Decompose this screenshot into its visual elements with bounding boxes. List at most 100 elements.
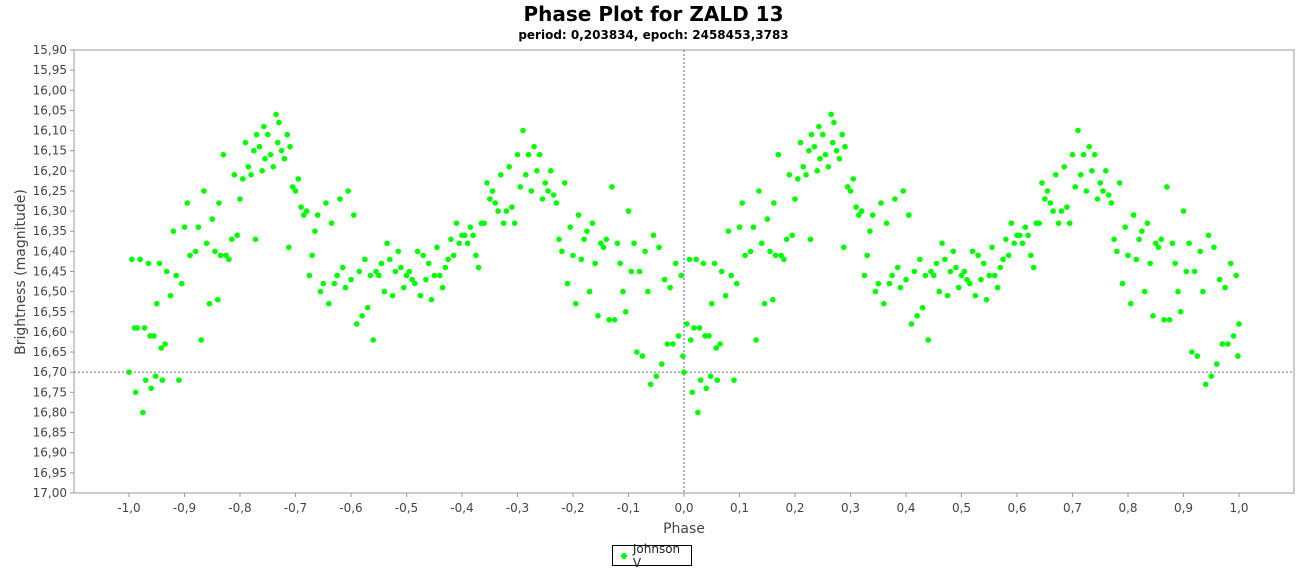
data-point — [1233, 272, 1239, 279]
data-point — [1005, 252, 1012, 259]
data-point — [387, 256, 393, 263]
data-point — [656, 244, 662, 251]
data-point — [1039, 180, 1045, 186]
data-point — [811, 143, 818, 150]
data-point — [659, 361, 665, 367]
data-point — [448, 236, 454, 243]
data-point — [817, 155, 823, 162]
data-point — [992, 272, 998, 279]
data-point — [437, 272, 443, 279]
data-point — [1061, 164, 1067, 170]
data-point — [252, 236, 259, 243]
data-point — [1055, 220, 1062, 226]
data-point — [772, 252, 779, 259]
data-point — [228, 236, 235, 243]
data-point — [201, 188, 207, 194]
data-point — [520, 127, 526, 134]
data-point — [567, 224, 573, 230]
data-point — [753, 337, 759, 343]
data-point — [295, 176, 302, 182]
data-point — [312, 228, 318, 234]
x-tick-label: 0,7 — [1063, 501, 1082, 515]
data-point — [575, 212, 582, 218]
data-point — [736, 224, 743, 230]
data-point — [883, 220, 890, 226]
data-point — [1125, 252, 1131, 259]
data-point — [384, 240, 390, 247]
data-point — [1080, 151, 1087, 158]
data-point — [137, 256, 143, 263]
data-point — [622, 309, 629, 315]
data-point — [1166, 317, 1173, 323]
data-point — [1147, 260, 1153, 267]
data-point — [420, 252, 427, 259]
data-point — [1153, 240, 1159, 247]
data-point — [378, 260, 385, 267]
data-point — [756, 188, 762, 194]
data-point — [1225, 341, 1231, 347]
data-point — [836, 155, 843, 162]
data-point — [281, 155, 288, 162]
data-point — [289, 184, 296, 190]
x-tick-label: 0,6 — [1007, 501, 1026, 515]
data-point — [700, 260, 707, 267]
legend: Johnson V — [612, 542, 692, 570]
data-point — [348, 276, 354, 283]
data-point — [807, 236, 814, 243]
data-point — [841, 244, 847, 251]
data-point — [634, 349, 640, 355]
chart-subtitle: period: 0,203834, epoch: 2458453,3783 — [518, 28, 789, 42]
data-point — [278, 147, 285, 154]
data-point — [270, 164, 277, 170]
data-point — [376, 272, 382, 279]
data-point — [1105, 192, 1112, 198]
data-point — [1086, 143, 1092, 150]
data-point — [298, 204, 304, 210]
data-point — [509, 204, 515, 210]
y-tick-label: 16,50 — [33, 285, 67, 299]
data-point — [203, 240, 210, 247]
data-point — [1191, 268, 1198, 275]
data-point — [470, 232, 476, 239]
data-point — [1144, 220, 1151, 226]
data-point — [1103, 168, 1109, 174]
data-point — [553, 200, 560, 206]
data-point — [178, 280, 185, 287]
data-point — [789, 232, 795, 239]
data-point — [778, 252, 784, 259]
data-point — [487, 196, 493, 202]
data-point — [725, 228, 732, 234]
data-point — [894, 264, 901, 271]
data-point — [933, 260, 940, 267]
data-point — [1017, 232, 1023, 239]
data-point — [170, 228, 177, 234]
x-tick-label: -0,4 — [450, 501, 473, 515]
data-point — [398, 264, 404, 271]
data-point — [944, 292, 951, 299]
data-point — [869, 212, 876, 218]
data-point — [947, 268, 954, 275]
y-tick-label: 15,95 — [33, 63, 67, 77]
data-point — [1172, 260, 1178, 267]
data-point — [742, 252, 748, 259]
data-point — [223, 252, 229, 259]
data-point — [564, 280, 571, 287]
data-point — [611, 317, 618, 323]
data-point — [556, 236, 562, 243]
y-tick-label: 16,00 — [33, 83, 67, 97]
data-point — [439, 284, 446, 291]
data-point — [770, 296, 776, 303]
y-tick-label: 15,90 — [33, 43, 67, 57]
y-tick-label: 16,60 — [33, 325, 67, 339]
data-point — [464, 240, 471, 247]
data-point — [828, 111, 834, 118]
data-point — [536, 151, 543, 158]
data-point — [1208, 373, 1215, 380]
data-point — [542, 180, 549, 186]
data-point — [284, 131, 291, 138]
data-point — [1236, 321, 1242, 327]
data-point — [718, 268, 725, 275]
data-point — [570, 252, 576, 259]
data-point — [1075, 127, 1081, 134]
data-point — [614, 240, 621, 247]
